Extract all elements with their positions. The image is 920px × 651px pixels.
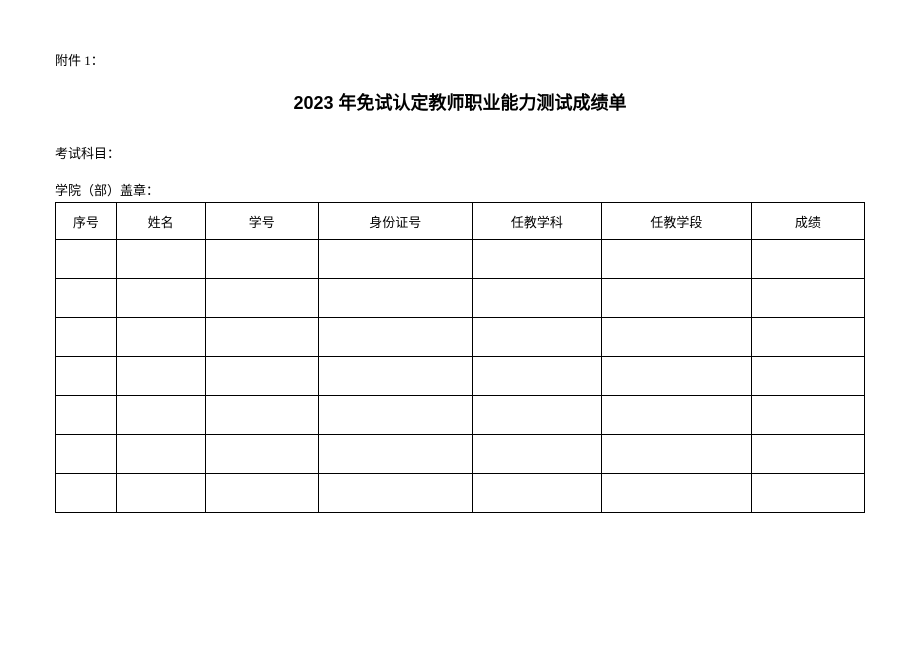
table-cell <box>602 474 752 513</box>
table-cell <box>751 240 864 279</box>
table-row <box>56 396 865 435</box>
table-cell <box>116 318 205 357</box>
table-cell <box>751 435 864 474</box>
col-header-stage: 任教学段 <box>602 203 752 240</box>
table-cell <box>472 357 601 396</box>
table-cell <box>116 435 205 474</box>
table-cell <box>56 318 117 357</box>
table-cell <box>56 279 117 318</box>
table-cell <box>205 279 318 318</box>
table-cell <box>751 396 864 435</box>
table-cell <box>56 240 117 279</box>
col-header-studentid: 学号 <box>205 203 318 240</box>
table-cell <box>318 318 472 357</box>
table-cell <box>318 435 472 474</box>
table-cell <box>751 279 864 318</box>
table-row <box>56 435 865 474</box>
score-table: 序号 姓名 学号 身份证号 任教学科 任教学段 成绩 <box>55 202 865 513</box>
table-cell <box>602 240 752 279</box>
table-cell <box>472 318 601 357</box>
table-row <box>56 240 865 279</box>
table-cell <box>205 435 318 474</box>
table-cell <box>205 474 318 513</box>
table-cell <box>472 474 601 513</box>
table-cell <box>56 474 117 513</box>
table-cell <box>205 396 318 435</box>
col-header-subject: 任教学科 <box>472 203 601 240</box>
table-cell <box>751 474 864 513</box>
col-header-seq: 序号 <box>56 203 117 240</box>
table-cell <box>318 240 472 279</box>
table-header-row: 序号 姓名 学号 身份证号 任教学科 任教学段 成绩 <box>56 203 865 240</box>
exam-subject-label: 考试科目： <box>55 143 865 162</box>
table-cell <box>205 357 318 396</box>
college-stamp-label: 学院（部）盖章： <box>55 180 865 199</box>
table-cell <box>56 435 117 474</box>
table-cell <box>318 396 472 435</box>
col-header-name: 姓名 <box>116 203 205 240</box>
table-cell <box>318 279 472 318</box>
table-row <box>56 357 865 396</box>
table-cell <box>602 357 752 396</box>
table-cell <box>472 279 601 318</box>
table-cell <box>318 474 472 513</box>
table-cell <box>472 396 601 435</box>
table-cell <box>602 435 752 474</box>
table-cell <box>116 279 205 318</box>
table-cell <box>116 357 205 396</box>
page-title: 2023 年免试认定教师职业能力测试成绩单 <box>55 89 865 115</box>
table-row <box>56 279 865 318</box>
table-cell <box>116 474 205 513</box>
table-cell <box>318 357 472 396</box>
table-cell <box>56 357 117 396</box>
table-cell <box>205 240 318 279</box>
col-header-score: 成绩 <box>751 203 864 240</box>
col-header-idcard: 身份证号 <box>318 203 472 240</box>
table-cell <box>602 279 752 318</box>
table-cell <box>472 435 601 474</box>
table-cell <box>56 396 117 435</box>
table-cell <box>751 357 864 396</box>
table-cell <box>116 396 205 435</box>
table-cell <box>602 318 752 357</box>
table-row <box>56 318 865 357</box>
table-cell <box>751 318 864 357</box>
table-row <box>56 474 865 513</box>
attachment-label: 附件 1： <box>55 50 865 69</box>
table-cell <box>205 318 318 357</box>
table-cell <box>602 396 752 435</box>
table-cell <box>116 240 205 279</box>
table-cell <box>472 240 601 279</box>
